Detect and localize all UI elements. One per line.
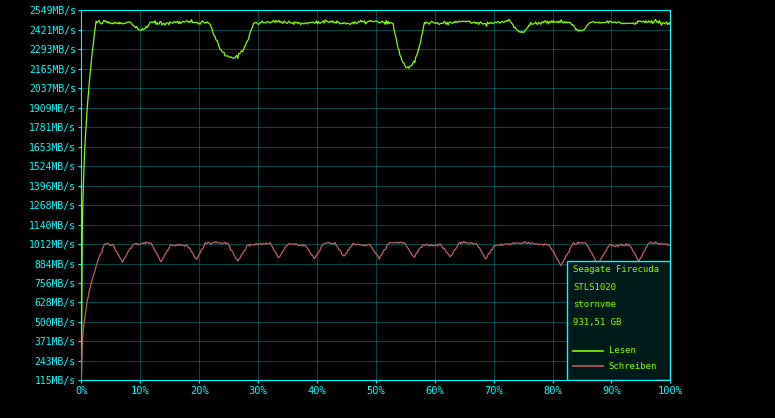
Text: 931,51 GB: 931,51 GB [574,318,622,327]
Bar [567,261,670,380]
Text: stornvme: stornvme [574,300,616,309]
Text: Schreiben: Schreiben [608,362,657,371]
Text: Seagate Firecuda: Seagate Firecuda [574,265,660,274]
Text: Lesen: Lesen [608,346,635,355]
Text: STLS1020: STLS1020 [574,283,616,291]
